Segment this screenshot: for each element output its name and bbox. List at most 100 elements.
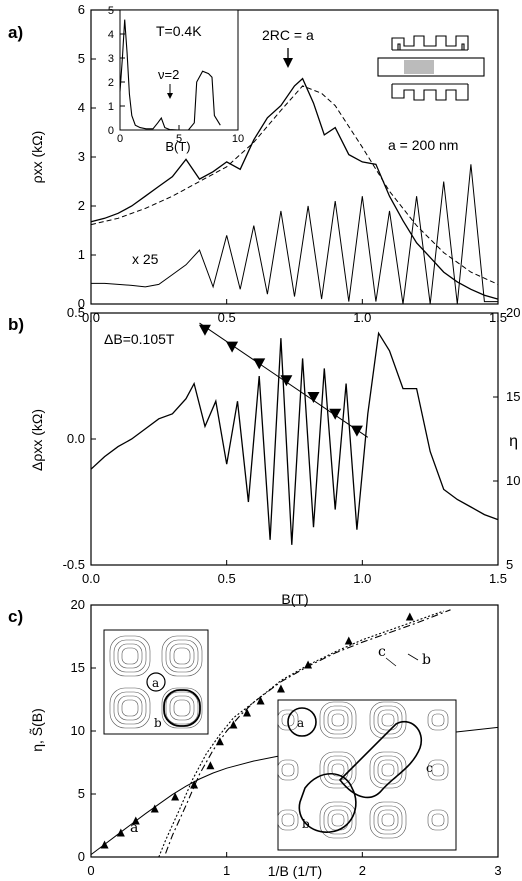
orbit-a-right <box>287 707 317 737</box>
panel-c-ytick-label: 20 <box>71 597 85 612</box>
eta-marker-c <box>150 804 159 813</box>
potential-contour <box>373 705 403 735</box>
inset-left-label-a: a <box>152 676 159 690</box>
potential-contour <box>427 709 449 731</box>
curve-label-c-tick <box>385 657 397 667</box>
orbit-b-right <box>298 773 357 833</box>
panel-a-ytick-label: 0 <box>78 296 85 311</box>
orbit-c-right <box>338 721 423 799</box>
panel-b-xlabel: B(T) <box>281 591 308 607</box>
panel-b-right-ytick-label: 15 <box>506 389 520 404</box>
potential-contour <box>377 809 399 831</box>
panel-c-ytick-label: 0 <box>78 849 85 864</box>
inset-right-label-a: a <box>297 716 304 730</box>
panel-c-ytick-label: 10 <box>71 723 85 738</box>
panel-c: c) 0 1 2 3 0 5 10 15 20 η, S̃(B) 1/B (1/T) a b c… <box>8 597 502 879</box>
inset-xtick-label: 0 <box>117 133 123 145</box>
eta-marker-c <box>116 828 125 837</box>
potential-contour <box>427 809 449 831</box>
inset-temperature: T=0.4K <box>156 23 202 39</box>
potential-contour <box>277 759 299 781</box>
inset-nu: ν=2 <box>158 67 179 82</box>
eta-marker-c <box>171 792 180 801</box>
panel-c-xtick-label: 3 <box>494 863 501 878</box>
eta-marker <box>307 392 320 403</box>
panel-b-ytick-label: 0.0 <box>67 431 85 446</box>
inset-xlabel: B(T) <box>165 139 190 154</box>
eta-marker <box>253 358 266 370</box>
eta-marker-c <box>304 660 313 669</box>
potential-contour <box>173 699 191 717</box>
rho-xx-fit-dashed <box>90 85 499 285</box>
eta-marker-c <box>344 636 353 645</box>
panel-c-xtick-label: 0 <box>87 863 94 878</box>
annotation-deltaB: ΔB=0.105T <box>104 331 175 347</box>
orbit-a <box>146 672 166 692</box>
panel-c-xtick-label: 1 <box>223 863 230 878</box>
eta-marker-c <box>405 612 414 621</box>
potential-contour <box>377 759 399 781</box>
potential-contour <box>109 687 151 729</box>
panel-c-xlabel: 1/B (1/T) <box>268 863 322 879</box>
potential-contour <box>381 813 395 827</box>
panel-c-xtick-label: 2 <box>359 863 366 878</box>
eta-marker-c <box>243 708 252 717</box>
inset-left-label-b: b <box>154 716 162 730</box>
potential-contour <box>109 635 151 677</box>
potential-contour <box>281 763 295 777</box>
eta-marker-c <box>100 840 109 849</box>
potential-contour <box>277 809 299 831</box>
potential-contour <box>431 713 445 727</box>
potential-contour <box>327 709 349 731</box>
potential-contour <box>431 763 445 777</box>
curve-c <box>158 610 444 858</box>
panel-c-ytick-label: 5 <box>78 786 85 801</box>
curve-label-b: b <box>422 652 431 668</box>
potential-contour <box>381 713 395 727</box>
inset-arrow-head <box>167 93 173 99</box>
eta-marker-c <box>131 816 140 825</box>
potential-contour <box>369 701 407 739</box>
potential-contour <box>431 813 445 827</box>
inset-ytick-label: 5 <box>108 5 114 17</box>
potential-contour <box>319 751 357 789</box>
potential-contour <box>121 647 139 665</box>
panel-a-ytick-label: 4 <box>78 100 85 115</box>
panel-b-label: b) <box>8 315 24 334</box>
annotation-arrow-head <box>283 58 293 68</box>
annotation-2rc: 2RC = a <box>262 27 314 43</box>
panel-b-ytick-label: -0.5 <box>63 557 85 572</box>
potential-contour <box>281 813 295 827</box>
annotation-x25: x 25 <box>132 251 159 267</box>
panel-c-label: c) <box>8 607 23 626</box>
annotation-a200: a = 200 nm <box>388 137 458 153</box>
delta-rho-curve <box>90 331 499 545</box>
panel-a-ytick-label: 3 <box>78 149 85 164</box>
panel-a-ytick-label: 2 <box>78 198 85 213</box>
eta-marker-c <box>229 720 238 729</box>
panel-b-ytick-label: 0.5 <box>67 305 85 320</box>
potential-contour <box>165 639 199 673</box>
potential-contour <box>113 639 147 673</box>
panel-b-right-ytick-label: 5 <box>506 557 513 572</box>
panel-c-inset-left: a b <box>103 629 209 735</box>
potential-contour <box>381 763 395 777</box>
panel-a-inset: 0 5 10 0 1 2 3 4 5 T=0.4K ν=2 B(T) <box>108 5 244 154</box>
panel-b-xtick-label: 1.5 <box>489 571 507 586</box>
eta-marker-c <box>206 761 215 770</box>
inset-right-label-c: c <box>426 761 433 775</box>
panel-a-ytick-label: 5 <box>78 51 85 66</box>
potential-contour <box>327 759 349 781</box>
panel-a-label: a) <box>8 23 23 42</box>
panel-a-xtick-label: 0.5 <box>218 310 236 325</box>
panel-a-xtick-label: 1.0 <box>353 310 371 325</box>
orbit-b <box>163 689 201 727</box>
potential-contour <box>161 635 203 677</box>
panel-b-xtick-label: 0.0 <box>82 571 100 586</box>
eta-marker-c <box>215 737 224 746</box>
potential-contour <box>113 691 147 725</box>
potential-contour <box>173 647 191 665</box>
inset-xtick-label: 5 <box>176 133 182 145</box>
potential-contour <box>427 759 449 781</box>
